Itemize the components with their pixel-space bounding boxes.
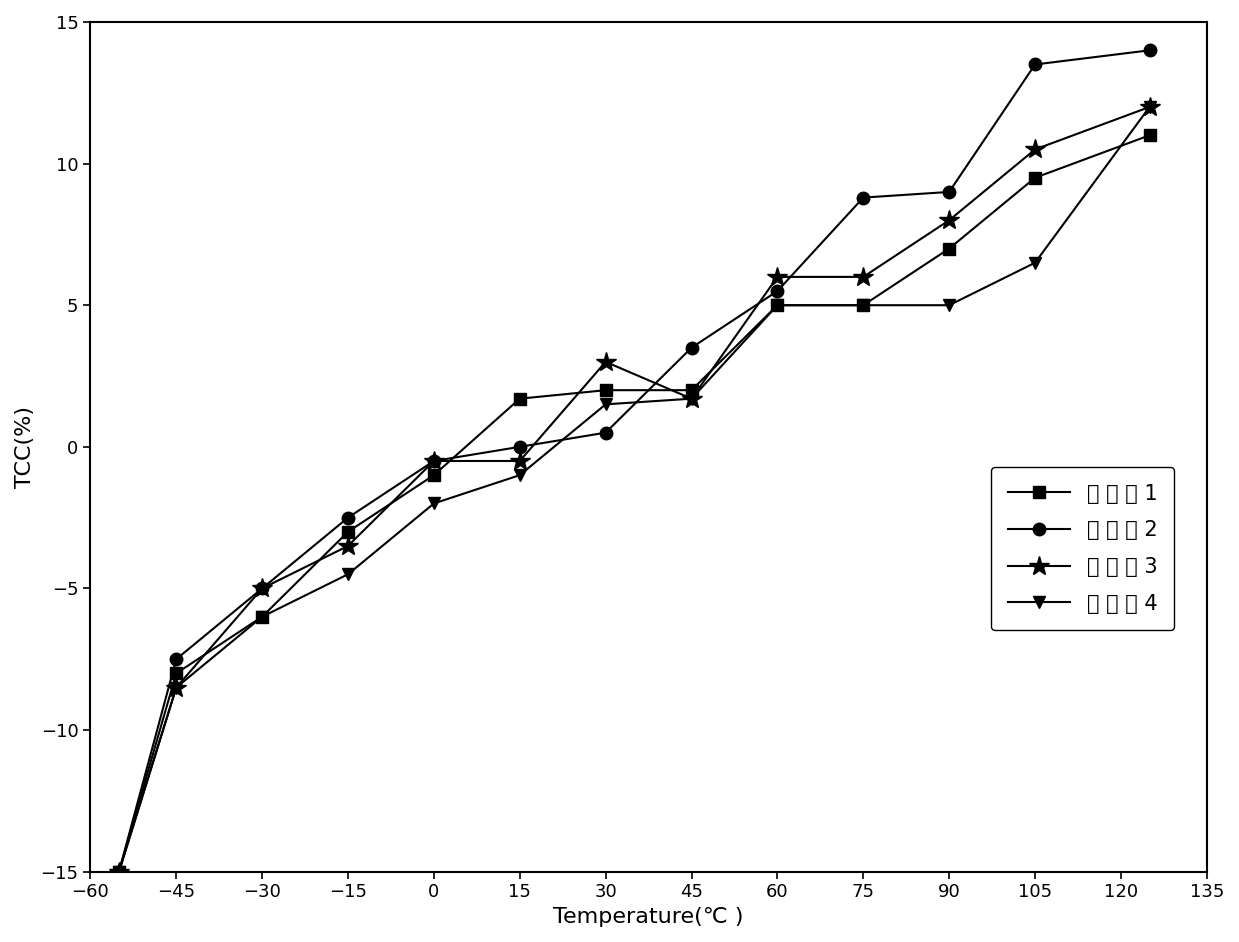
实 施 例 2 (684, 342, 699, 353)
实 施 例 4 (513, 469, 528, 480)
实 施 例 1 (684, 384, 699, 396)
实 施 例 3 (426, 455, 441, 466)
实 施 例 2 (598, 427, 613, 438)
实 施 例 4 (1027, 257, 1042, 268)
Y-axis label: TCC(%): TCC(%) (15, 406, 35, 488)
实 施 例 1 (426, 469, 441, 480)
实 施 例 4 (942, 300, 957, 311)
实 施 例 4 (341, 569, 356, 580)
实 施 例 3 (341, 541, 356, 552)
实 施 例 3 (684, 393, 699, 404)
实 施 例 1 (1142, 130, 1157, 141)
实 施 例 2 (169, 654, 183, 665)
实 施 例 2 (341, 512, 356, 523)
实 施 例 3 (513, 455, 528, 466)
X-axis label: Temperature(℃ ): Temperature(℃ ) (554, 907, 743, 927)
Line: 实 施 例 1: 实 施 例 1 (113, 129, 1156, 878)
实 施 例 2 (426, 455, 441, 466)
实 施 例 2 (942, 187, 957, 198)
实 施 例 2 (1142, 44, 1157, 56)
实 施 例 1 (169, 668, 183, 679)
实 施 例 4 (426, 497, 441, 509)
实 施 例 1 (341, 527, 356, 538)
实 施 例 2 (856, 192, 871, 203)
实 施 例 1 (942, 243, 957, 254)
实 施 例 3 (769, 271, 784, 283)
实 施 例 4 (856, 300, 871, 311)
实 施 例 2 (513, 441, 528, 452)
实 施 例 4 (1142, 102, 1157, 113)
实 施 例 2 (769, 285, 784, 297)
Line: 实 施 例 3: 实 施 例 3 (109, 96, 1160, 882)
实 施 例 3 (598, 356, 613, 367)
Line: 实 施 例 4: 实 施 例 4 (113, 101, 1156, 878)
实 施 例 3 (1142, 102, 1157, 113)
实 施 例 2 (112, 866, 126, 877)
实 施 例 4 (255, 611, 270, 623)
实 施 例 2 (1027, 58, 1042, 70)
实 施 例 1 (112, 866, 126, 877)
实 施 例 1 (255, 611, 270, 623)
Line: 实 施 例 2: 实 施 例 2 (113, 44, 1156, 878)
实 施 例 3 (856, 271, 871, 283)
实 施 例 3 (112, 866, 126, 877)
实 施 例 3 (1027, 144, 1042, 155)
实 施 例 1 (856, 300, 871, 311)
Legend: 实 施 例 1, 实 施 例 2, 实 施 例 3, 实 施 例 4: 实 施 例 1, 实 施 例 2, 实 施 例 3, 实 施 例 4 (991, 467, 1175, 630)
实 施 例 4 (598, 398, 613, 410)
实 施 例 2 (255, 583, 270, 594)
实 施 例 4 (684, 393, 699, 404)
实 施 例 4 (169, 682, 183, 693)
实 施 例 1 (769, 300, 784, 311)
实 施 例 4 (112, 866, 126, 877)
实 施 例 4 (769, 300, 784, 311)
实 施 例 1 (1027, 172, 1042, 184)
实 施 例 1 (598, 384, 613, 396)
实 施 例 3 (169, 682, 183, 693)
实 施 例 1 (513, 393, 528, 404)
实 施 例 3 (255, 583, 270, 594)
实 施 例 3 (942, 215, 957, 226)
